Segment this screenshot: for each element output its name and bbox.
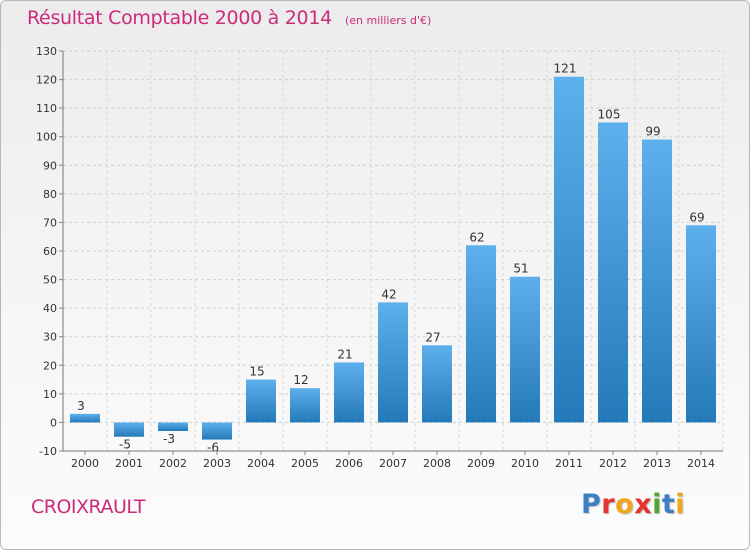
y-tick-label: 90 <box>43 159 57 172</box>
logo-letter: t <box>661 489 676 520</box>
bar <box>378 302 408 423</box>
logo-letter: x <box>634 489 653 520</box>
y-tick-label: 50 <box>43 274 57 287</box>
y-tick-label: -10 <box>39 445 57 458</box>
data-label: 42 <box>381 287 396 301</box>
data-label: 3 <box>77 399 85 413</box>
data-label: 12 <box>293 373 308 387</box>
data-label: 69 <box>689 210 704 224</box>
y-tick-label: 20 <box>43 359 57 372</box>
y-tick-label: 40 <box>43 302 57 315</box>
x-tick-label: 2009 <box>467 457 495 470</box>
x-tick-label: 2007 <box>379 457 407 470</box>
x-tick-label: 2013 <box>643 457 671 470</box>
bar <box>598 122 628 423</box>
y-tick-label: 30 <box>43 331 57 344</box>
x-tick-label: 2002 <box>159 457 187 470</box>
data-label: 121 <box>554 62 577 76</box>
commune-name: CROIXRAULT <box>31 496 145 518</box>
bar <box>334 362 364 423</box>
logo-letter: P <box>581 489 602 520</box>
data-label: 99 <box>645 125 660 139</box>
bar <box>114 422 144 437</box>
bar <box>422 345 452 423</box>
bar <box>510 276 540 423</box>
chart-title: Résultat Comptable 2000 à 2014 <box>27 7 332 29</box>
data-label: -5 <box>119 438 131 452</box>
x-tick-label: 2003 <box>203 457 231 470</box>
bar <box>290 388 320 423</box>
bar <box>202 422 232 440</box>
y-tick-label: 110 <box>36 102 57 115</box>
x-tick-label: 2014 <box>687 457 715 470</box>
x-tick-label: 2012 <box>599 457 627 470</box>
logo-letter: r <box>601 489 616 520</box>
x-tick-label: 2010 <box>511 457 539 470</box>
x-tick-label: 2004 <box>247 457 275 470</box>
y-tick-label: 100 <box>36 131 57 144</box>
data-label: -3 <box>163 432 175 446</box>
logo-letter: o <box>615 489 635 520</box>
bar <box>158 422 188 431</box>
bar <box>466 245 496 423</box>
data-label: 21 <box>337 347 352 361</box>
bar <box>642 139 672 423</box>
data-label: 105 <box>598 107 621 121</box>
bar <box>246 379 276 423</box>
bars: 3 -5 -3 -6 15 12 21 42 27 62 51 121 105 99 69 <box>70 62 716 455</box>
bar <box>554 76 584 423</box>
x-tick-label: 2001 <box>115 457 143 470</box>
data-label: 62 <box>469 230 484 244</box>
logo-letter: i <box>675 489 686 520</box>
y-tick-label: 120 <box>36 74 57 87</box>
proxiti-logo: Proxiti <box>581 489 685 520</box>
x-tick-label: 2000 <box>71 457 99 470</box>
y-tick-label: 10 <box>43 388 57 401</box>
x-tick-label: 2008 <box>423 457 451 470</box>
y-tick-label: 70 <box>43 216 57 229</box>
bar <box>70 413 100 423</box>
y-tick-label: 0 <box>50 416 57 429</box>
bar <box>686 225 716 423</box>
data-label: 15 <box>249 365 264 379</box>
y-tick-label: 130 <box>36 45 57 58</box>
y-tick-label: 60 <box>43 245 57 258</box>
data-label: 51 <box>513 262 528 276</box>
chart-subtitle: (en milliers d'€) <box>344 14 432 27</box>
data-label: 27 <box>425 330 440 344</box>
x-tick-label: 2011 <box>555 457 583 470</box>
data-label: -6 <box>207 441 219 455</box>
x-tick-label: 2005 <box>291 457 319 470</box>
logo-letter: i <box>652 489 662 520</box>
y-tick-label: 80 <box>43 188 57 201</box>
axes: -10 0 10 20 30 40 50 60 70 80 90 100 110 120 130 2000 20… <box>36 45 723 470</box>
x-tick-label: 2006 <box>335 457 363 470</box>
title-row: Résultat Comptable 2000 à 2014 (en milli… <box>27 7 431 29</box>
